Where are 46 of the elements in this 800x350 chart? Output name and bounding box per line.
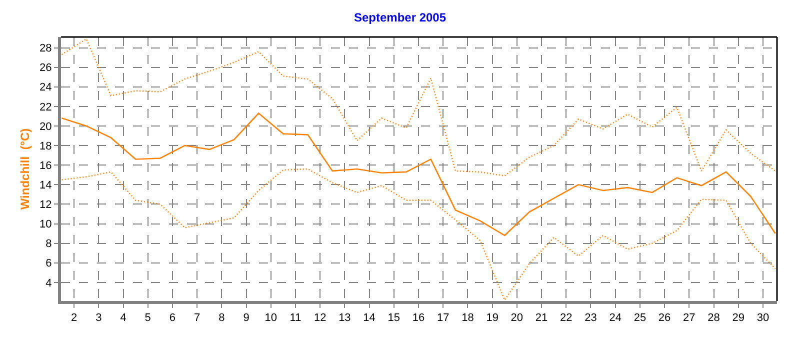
x-tick-label: 3 xyxy=(96,312,102,324)
x-tick-label: 14 xyxy=(363,312,376,324)
y-tick-label: 14 xyxy=(40,179,52,192)
x-tick-label: 26 xyxy=(658,312,671,324)
y-tick-label: 6 xyxy=(46,258,52,270)
x-tick-label: 19 xyxy=(486,312,498,324)
y-tick-label: 10 xyxy=(40,218,52,231)
line-series xyxy=(61,112,776,236)
x-tick-label: 6 xyxy=(169,312,176,324)
y-tick-label: 26 xyxy=(40,62,52,74)
line-series xyxy=(61,168,776,301)
x-tick-label: 2 xyxy=(70,312,78,324)
x-tick-label: 18 xyxy=(462,312,474,324)
x-tick-label: 12 xyxy=(314,312,326,324)
x-tick-label: 21 xyxy=(535,312,548,324)
x-tick-label: 8 xyxy=(218,312,225,324)
x-tick-label: 5 xyxy=(144,312,151,324)
x-tick-label: 15 xyxy=(388,312,400,324)
y-tick-label: 16 xyxy=(40,160,52,172)
x-tick-label: 22 xyxy=(560,312,572,324)
y-axis-title: Windchill (°C) xyxy=(18,128,32,210)
y-tick-label: 28 xyxy=(40,42,52,55)
x-tick-label: 27 xyxy=(683,312,696,324)
y-tick-label: 4 xyxy=(46,277,52,290)
x-tick-label: 11 xyxy=(290,312,302,324)
y-tick-label: 8 xyxy=(46,238,52,250)
x-tick-label: 17 xyxy=(436,312,450,324)
x-tick-label: 20 xyxy=(510,312,524,324)
x-tick-label: 29 xyxy=(732,312,744,324)
y-tick-label: 24 xyxy=(40,82,52,94)
y-tick-label: 12 xyxy=(40,199,52,212)
x-tick-label: 25 xyxy=(634,312,646,324)
x-tick-label: 4 xyxy=(120,312,126,324)
x-tick-label: 16 xyxy=(412,312,425,324)
x-tick-label: 30 xyxy=(756,312,770,324)
y-tick-label: 22 xyxy=(40,101,52,114)
y-tick-label: 18 xyxy=(40,140,52,152)
x-tick-label: 24 xyxy=(609,312,622,324)
x-tick-label: 23 xyxy=(584,312,597,324)
x-tick-label: 13 xyxy=(338,312,351,324)
x-tick-label: 9 xyxy=(243,312,250,324)
x-tick-label: 7 xyxy=(194,312,200,324)
y-tick-label: 20 xyxy=(40,120,52,133)
chart-title: September 2005 xyxy=(354,10,446,25)
x-tick-label: 10 xyxy=(264,312,278,324)
x-tick-label: 28 xyxy=(708,312,720,324)
